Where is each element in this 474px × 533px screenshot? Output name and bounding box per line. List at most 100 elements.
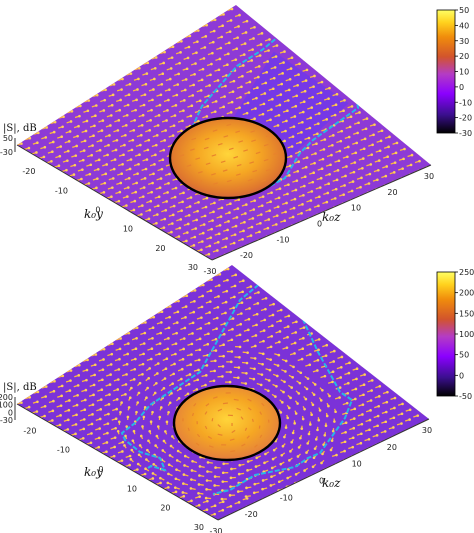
y-axis-label: k₀z — [322, 210, 341, 224]
vector-arrow-head — [321, 70, 325, 73]
vector-arrow-head — [270, 108, 273, 111]
vector-arrow-head — [286, 192, 289, 196]
vector-arrow-head — [376, 178, 379, 182]
vector-arrow-head — [194, 227, 198, 230]
vector-arrow-head — [231, 317, 235, 320]
vector-arrow — [240, 416, 244, 420]
vector-arrow-head — [349, 115, 353, 119]
vector-arrow — [211, 172, 216, 176]
vector-arrow-head — [161, 158, 165, 162]
vector-arrow-head — [287, 99, 290, 102]
vector-arrow-head — [298, 381, 302, 385]
vector-arrow-head — [262, 339, 265, 343]
axis-z-edge — [217, 418, 430, 521]
vector-arrow-head — [293, 422, 296, 425]
vector-arrow-head — [263, 92, 267, 95]
vector-arrow-head — [204, 35, 208, 38]
vector-arrow — [212, 396, 218, 399]
vector-arrow-head — [138, 381, 142, 385]
scattered-field-contour — [191, 35, 360, 187]
vector-arrow-head — [155, 143, 158, 147]
vector-arrow-head — [193, 289, 197, 292]
vector-arrow-head — [116, 429, 120, 433]
vector-arrow — [211, 418, 214, 422]
vector-arrow-head — [241, 74, 244, 78]
vector-arrow-head — [114, 426, 117, 430]
vector-arrow-head — [90, 432, 93, 435]
vector-arrow-head — [171, 382, 174, 385]
vector-arrow-head — [321, 452, 324, 456]
vector-arrow-head — [285, 119, 288, 123]
vector-arrow-head — [142, 342, 146, 345]
vector-arrow-head — [239, 322, 243, 326]
vector-arrow-head — [270, 191, 273, 194]
vector-arrow-head — [352, 426, 356, 430]
vector-arrow-head — [295, 94, 299, 98]
vector-arrow-head — [155, 434, 159, 438]
vector-arrow — [263, 158, 269, 162]
vector-arrow-head — [269, 200, 272, 204]
vector-arrow-head — [132, 128, 136, 132]
vector-arrow — [204, 411, 208, 415]
vector-arrow-head — [387, 145, 390, 149]
vector-arrow — [353, 357, 358, 361]
vertical-axis-tick: 100 — [0, 401, 13, 410]
vector-arrow-head — [198, 495, 201, 498]
vector-arrow-head — [206, 342, 210, 346]
vector-arrow-head — [139, 143, 142, 147]
vector-arrow-head — [249, 285, 253, 288]
vector-arrow-head — [408, 418, 411, 421]
vector-arrow-head — [247, 328, 250, 332]
vector-arrow-head — [357, 121, 360, 125]
vector-arrow-head — [318, 195, 321, 199]
vector-arrow-head — [310, 106, 314, 109]
z-tick-labels: -30 -20 -10 0 10 20 30 — [209, 426, 432, 533]
vector-arrow-head — [156, 213, 159, 216]
vector-arrow-head — [163, 50, 166, 54]
vector-arrow-head — [239, 95, 242, 99]
vector-arrow-head — [286, 416, 290, 420]
vector-arrow-head — [96, 177, 99, 180]
vector-arrow-head — [262, 102, 266, 106]
vector-arrow-head — [176, 83, 180, 86]
vector-arrow-head — [257, 65, 261, 68]
y-tick-label: 30 — [188, 263, 198, 272]
vector-arrow-head — [125, 113, 129, 117]
vector-arrow — [235, 130, 241, 134]
vector-arrow-head — [98, 427, 102, 430]
vector-arrow-head — [201, 231, 205, 235]
vector-arrow-head — [124, 393, 127, 396]
colorbar: 250 200 150 100 50 0 -50 — [436, 268, 474, 401]
vector-arrow — [383, 381, 389, 385]
vector-arrow-head — [249, 69, 253, 73]
vector-arrow-head — [171, 213, 175, 217]
vector-arrow-head — [186, 222, 190, 226]
vector-arrow-head — [248, 80, 252, 84]
vector-arrow-head — [130, 148, 134, 152]
vertical-axis-tick: -30 — [0, 148, 13, 157]
vector-arrow-head — [355, 367, 359, 370]
vector-arrow-head — [205, 479, 209, 482]
vector-arrow — [368, 369, 374, 373]
vector-arrow-head — [216, 305, 220, 309]
vector-arrow-head — [247, 317, 251, 321]
vector-arrow-head — [290, 145, 294, 148]
vector-arrow-head — [327, 97, 330, 100]
vector-arrow-head — [230, 467, 233, 471]
colorbar-tick-label: -50 — [459, 392, 472, 401]
vector-arrow-head — [142, 103, 146, 107]
vector-arrow-head — [221, 508, 225, 512]
z-tick-label: 20 — [387, 188, 397, 197]
vector-arrow-head — [111, 93, 115, 97]
vector-arrow-head — [187, 382, 191, 386]
vector-arrow-head — [191, 459, 194, 463]
vector-arrow-head — [245, 19, 249, 23]
vector-arrow-head — [115, 407, 118, 411]
vector-arrow-head — [170, 56, 174, 59]
vector-arrow-head — [177, 235, 181, 238]
vector-arrow-head — [151, 326, 155, 330]
y-tick-label: 0 — [98, 465, 103, 474]
vector-arrow-head — [259, 43, 263, 46]
vector-arrow-head — [100, 388, 104, 392]
vector-arrow-head — [127, 331, 131, 335]
